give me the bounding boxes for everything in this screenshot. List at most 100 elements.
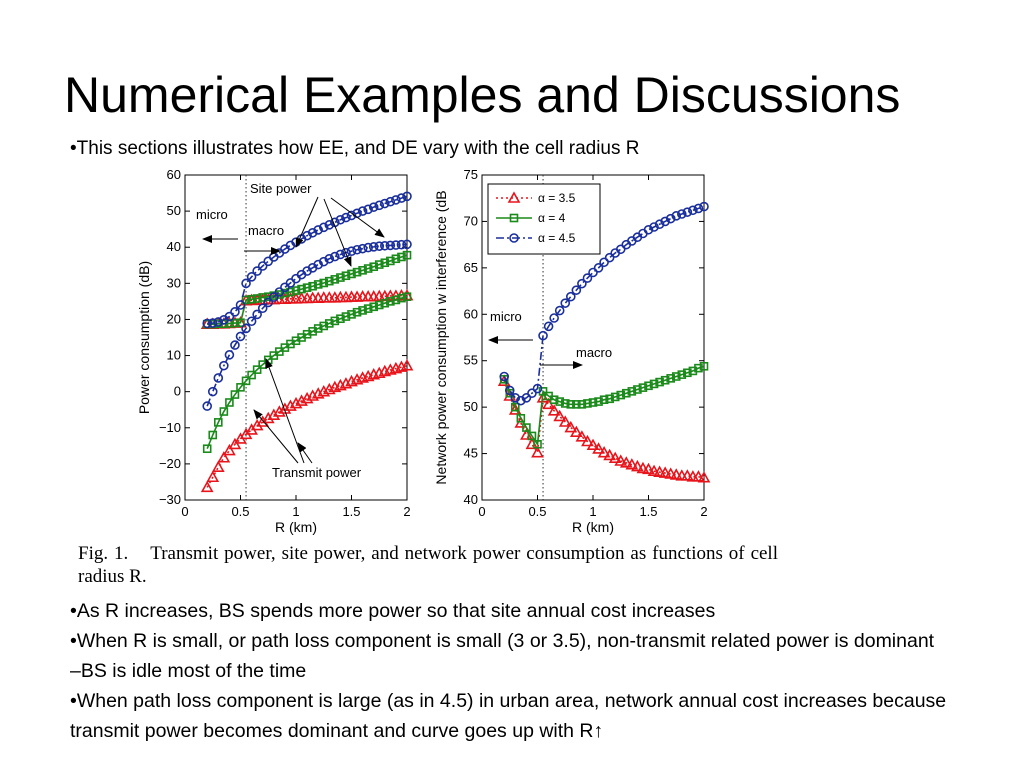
data-point: [610, 392, 620, 402]
data-point: [699, 361, 709, 371]
x-tick-label: 1: [589, 504, 596, 519]
data-point: [246, 272, 257, 282]
series-line: [206, 295, 408, 450]
site-power-label: Site power: [250, 181, 312, 196]
data-point: [313, 259, 324, 270]
data-point: [214, 418, 223, 427]
data-point: [230, 307, 240, 317]
data-point: [286, 287, 295, 297]
data-point: [252, 309, 262, 320]
data-point: [335, 249, 346, 260]
data-point: [627, 387, 637, 396]
data-point: [257, 303, 268, 314]
left-macro-label: macro: [248, 223, 284, 238]
data-point: [380, 258, 390, 268]
x-tick-label: 1: [292, 504, 299, 519]
data-point: [324, 319, 334, 328]
data-point: [565, 291, 576, 302]
data-point: [397, 293, 406, 303]
data-point: [653, 465, 666, 477]
series-line: [207, 254, 408, 325]
data-point: [396, 239, 407, 250]
data-point: [357, 243, 368, 254]
data-point: [386, 256, 395, 266]
legend-marker: [509, 233, 519, 243]
x-tick-label: 2: [700, 504, 707, 519]
x-tick-label: 2: [403, 504, 410, 519]
data-point: [594, 397, 603, 406]
y-tick-label: 70: [464, 213, 478, 228]
series-line: [503, 365, 705, 447]
data-point: [357, 206, 368, 216]
data-point: [516, 413, 526, 423]
data-point: [549, 313, 559, 323]
data-point: [247, 370, 256, 380]
data-point: [258, 293, 268, 302]
data-point: [533, 439, 542, 449]
data-point: [358, 266, 367, 275]
data-point: [603, 448, 617, 461]
data-point: [531, 445, 544, 458]
legend-box: [487, 183, 601, 255]
data-point: [665, 213, 676, 224]
data-point: [223, 443, 236, 456]
data-point: [527, 388, 537, 399]
y-tick-label: 55: [464, 353, 478, 368]
legend-marker: [507, 191, 521, 203]
data-point: [206, 470, 220, 483]
data-point: [402, 250, 412, 260]
y-axis-label: Power consumption (dB): [136, 261, 152, 414]
data-point: [555, 397, 565, 406]
data-point: [638, 383, 648, 392]
data-point: [554, 305, 565, 316]
data-point: [391, 240, 401, 250]
data-point: [247, 294, 256, 304]
data-point: [693, 203, 704, 214]
data-point: [211, 460, 225, 472]
data-point: [658, 466, 672, 478]
data-point: [499, 371, 510, 382]
data-point: [246, 316, 257, 327]
data-point: [522, 423, 531, 432]
data-point: [402, 191, 412, 202]
data-point: [297, 284, 306, 294]
site-power-arrow-1: [295, 196, 319, 248]
data-point: [267, 408, 281, 420]
data-point: [396, 193, 407, 203]
data-point: [391, 295, 401, 305]
y-tick-label: 50: [167, 203, 181, 218]
right-macro-label: macro: [576, 345, 612, 360]
data-point: [213, 373, 224, 383]
data-point: [341, 212, 351, 223]
data-point: [385, 240, 396, 251]
right-micro-label: micro: [490, 309, 522, 324]
legend-marker: [509, 213, 519, 223]
data-point: [558, 415, 572, 427]
y-tick-label: 0: [174, 384, 181, 399]
data-point: [680, 469, 694, 481]
data-point: [347, 269, 356, 279]
data-point: [532, 383, 543, 394]
data-point: [319, 321, 329, 331]
data-point: [374, 300, 384, 310]
data-point: [307, 227, 318, 238]
data-point: [654, 219, 665, 230]
data-point: [538, 330, 548, 341]
data-point: [647, 464, 661, 477]
data-point: [660, 216, 670, 227]
data-point: [655, 377, 664, 387]
data-point: [692, 470, 705, 482]
x-tick-label: 1.5: [639, 504, 657, 519]
data-point: [252, 266, 262, 276]
data-point: [671, 372, 681, 381]
data-point: [230, 318, 240, 328]
data-point: [697, 471, 711, 483]
data-point: [272, 405, 286, 417]
y-tick-label: 45: [464, 446, 478, 461]
data-point: [631, 459, 644, 472]
data-point: [235, 331, 246, 342]
data-point: [374, 241, 385, 251]
data-point: [341, 271, 351, 281]
data-point: [308, 281, 317, 291]
site-power-arrow-3: [330, 197, 385, 238]
